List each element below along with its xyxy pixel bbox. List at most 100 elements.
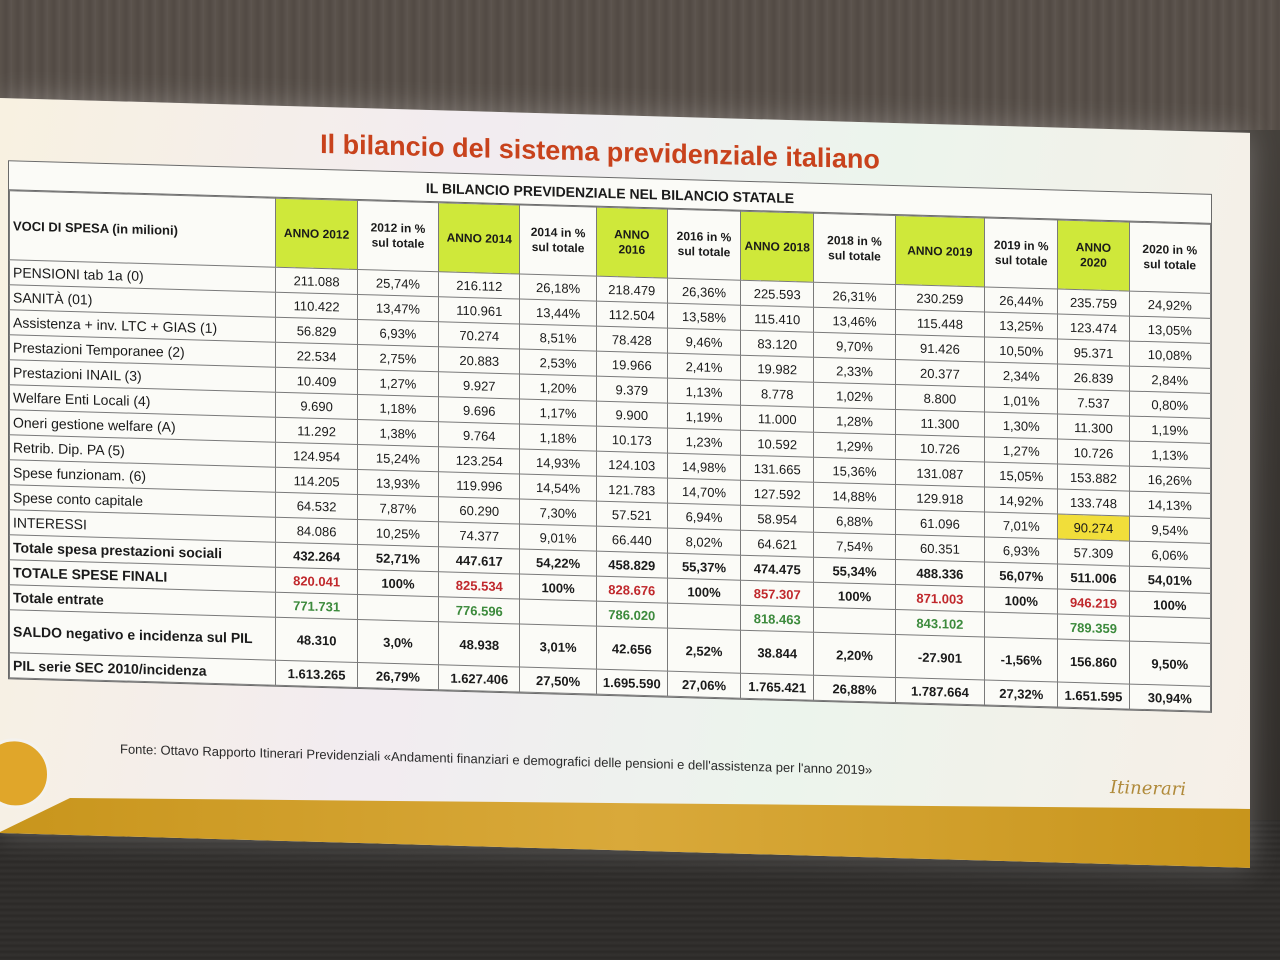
table-cell: 1,02% bbox=[813, 382, 896, 410]
table-cell: 9,46% bbox=[667, 328, 741, 356]
table-cell: 13,58% bbox=[667, 303, 741, 331]
slide-title: Il bilancio del sistema previdenziale it… bbox=[320, 128, 880, 175]
table-cell: 26,18% bbox=[519, 274, 597, 302]
table-cell bbox=[667, 603, 741, 631]
table-cell: 124.103 bbox=[596, 451, 668, 479]
table-cell: 112.504 bbox=[596, 301, 668, 329]
table-cell: 48.310 bbox=[275, 617, 358, 663]
table-cell: 30,94% bbox=[1129, 684, 1211, 712]
table-cell: 9,01% bbox=[519, 524, 597, 552]
table-cell: 10,08% bbox=[1129, 341, 1211, 369]
table-cell: 55,37% bbox=[667, 553, 741, 581]
table-cell: 9.379 bbox=[596, 376, 668, 404]
table-cell: 14,13% bbox=[1129, 491, 1211, 519]
table-cell: 78.428 bbox=[596, 326, 668, 354]
table-cell: -1,56% bbox=[984, 637, 1058, 683]
table-cell: 447.617 bbox=[438, 546, 520, 575]
table-cell: 10,25% bbox=[357, 519, 439, 547]
table-cell: 1,19% bbox=[1129, 416, 1211, 444]
table-cell: 54,01% bbox=[1129, 566, 1211, 594]
table-cell: 2,34% bbox=[984, 362, 1058, 390]
table-cell: 2,52% bbox=[667, 628, 741, 674]
table-cell: 488.336 bbox=[895, 559, 985, 588]
header-anno-2016: ANNO 2016 bbox=[596, 207, 668, 279]
table-cell: 20.883 bbox=[438, 346, 520, 375]
table-cell: 121.783 bbox=[596, 476, 668, 504]
table-cell: 1,29% bbox=[813, 432, 896, 460]
header-pct-2016: 2016 in % sul totale bbox=[667, 209, 741, 281]
table-cell: 52,71% bbox=[357, 544, 439, 572]
table-cell: 0,80% bbox=[1129, 391, 1211, 419]
table-cell: 9.764 bbox=[438, 421, 520, 450]
table-cell: 235.759 bbox=[1057, 289, 1130, 317]
table-cell: 1.787.664 bbox=[895, 677, 985, 706]
table-cell: 66.440 bbox=[596, 526, 668, 554]
table-cell: 1,23% bbox=[667, 428, 741, 456]
table-cell: 131.665 bbox=[740, 455, 814, 483]
table-cell: 8.778 bbox=[740, 380, 814, 408]
table-cell: 216.112 bbox=[438, 271, 520, 300]
table-cell: 474.475 bbox=[740, 555, 814, 583]
table-cell: 6,94% bbox=[667, 503, 741, 531]
table-cell: 42.656 bbox=[596, 626, 668, 672]
table-cell bbox=[519, 599, 597, 627]
table-cell: 2,84% bbox=[1129, 366, 1211, 394]
table-cell: 1.651.595 bbox=[1057, 682, 1130, 710]
table-body: PENSIONI tab 1a (0) 211.088 25,74% 216.112 2… bbox=[9, 259, 1211, 712]
table-cell: 20.377 bbox=[895, 359, 985, 388]
header-anno-2014: ANNO 2014 bbox=[438, 202, 520, 275]
table-cell: 26,79% bbox=[357, 662, 439, 690]
table-cell: 1,13% bbox=[667, 378, 741, 406]
table-cell: 1,01% bbox=[984, 387, 1058, 415]
table-cell: 8,51% bbox=[519, 324, 597, 352]
table-cell: 153.882 bbox=[1057, 464, 1130, 492]
table-cell: 230.259 bbox=[895, 284, 985, 313]
table-cell: 133.748 bbox=[1057, 489, 1130, 517]
table-cell: 115.448 bbox=[895, 309, 985, 338]
table-cell: 9.900 bbox=[596, 401, 668, 429]
header-pct-2019: 2019 in % sul totale bbox=[984, 218, 1058, 290]
budget-table-box: IL BILANCIO PREVIDENZIALE NEL BILANCIO S… bbox=[8, 160, 1212, 713]
table-cell: 110.422 bbox=[275, 292, 358, 320]
table-cell bbox=[984, 612, 1058, 640]
table-cell: 6,88% bbox=[813, 507, 896, 535]
table-cell: 127.592 bbox=[740, 480, 814, 508]
table-cell: 1,27% bbox=[984, 437, 1058, 465]
table-cell: 432.264 bbox=[275, 542, 358, 570]
table-cell: 3,01% bbox=[519, 624, 597, 670]
table-cell: 100% bbox=[357, 569, 439, 597]
table-cell: 843.102 bbox=[895, 609, 985, 638]
itinerari-logo: Itinerari bbox=[1110, 777, 1187, 801]
table-cell: 6,93% bbox=[984, 537, 1058, 565]
table-cell: 13,25% bbox=[984, 312, 1058, 340]
table-cell: 9,70% bbox=[813, 332, 896, 360]
table-cell: 225.593 bbox=[740, 280, 814, 308]
table-cell: 90.274 bbox=[1057, 514, 1130, 542]
table-cell: 119.996 bbox=[438, 471, 520, 500]
table-cell: 946.219 bbox=[1057, 589, 1130, 617]
table-cell: 218.479 bbox=[596, 276, 668, 304]
table-cell: 6,93% bbox=[357, 319, 439, 347]
table-cell: 10.726 bbox=[1057, 439, 1130, 467]
table-cell: 25,74% bbox=[357, 269, 439, 297]
table-cell: 26,36% bbox=[667, 278, 741, 306]
table-cell: 91.426 bbox=[895, 334, 985, 363]
table-cell: 26,44% bbox=[984, 287, 1058, 315]
table-cell: 8,02% bbox=[667, 528, 741, 556]
table-cell: 95.371 bbox=[1057, 339, 1130, 367]
table-cell: 100% bbox=[984, 587, 1058, 615]
projected-slide: Il bilancio del sistema previdenziale it… bbox=[0, 98, 1250, 868]
table-cell: 61.096 bbox=[895, 509, 985, 538]
table-cell: 871.003 bbox=[895, 584, 985, 613]
table-cell: 9.690 bbox=[275, 392, 358, 420]
table-cell: 26,31% bbox=[813, 282, 896, 310]
table-cell: 10,50% bbox=[984, 337, 1058, 365]
table-cell bbox=[1129, 616, 1211, 644]
table-cell bbox=[357, 594, 439, 622]
table-cell: 10.173 bbox=[596, 426, 668, 454]
table-cell: 11.300 bbox=[1057, 414, 1130, 442]
table-cell: 8.800 bbox=[895, 384, 985, 413]
table-cell: 14,93% bbox=[519, 449, 597, 477]
header-pct-2020: 2020 in % sul totale bbox=[1129, 222, 1211, 294]
header-anno-2019: ANNO 2019 bbox=[895, 215, 985, 288]
